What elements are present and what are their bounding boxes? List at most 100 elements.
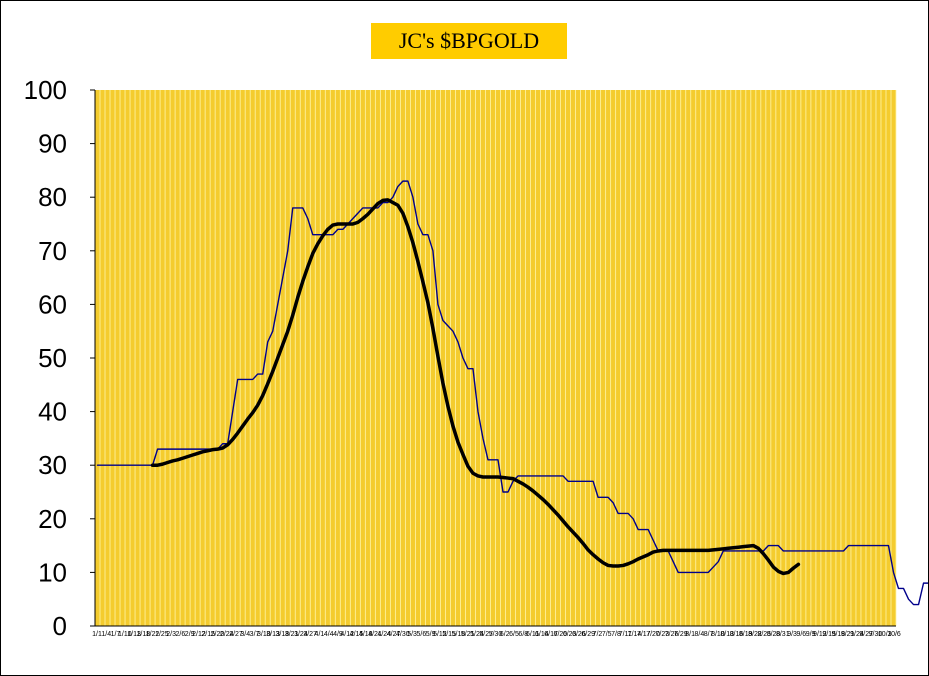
x-tick-label: 2/3 <box>166 631 176 638</box>
x-tick-label: 6/11 <box>526 631 539 638</box>
x-tick-label: 7/29 <box>674 631 688 638</box>
x-tick-label: 7/20 <box>646 631 660 638</box>
series-line-thick <box>150 198 801 576</box>
x-tick-label: 8/19 <box>739 631 753 638</box>
x-tick-label: 3/10 <box>257 631 271 638</box>
y-tick-label: 0 <box>53 611 67 641</box>
y-tick-label: 70 <box>38 236 67 266</box>
x-tick-label: 9/6 <box>796 631 806 638</box>
x-tick-label: 8/22 <box>748 631 762 638</box>
x-tick-label: 6/14 <box>535 631 549 638</box>
y-tick-label: 20 <box>38 504 67 534</box>
x-tick-label: 3/18 <box>276 631 290 638</box>
x-tick-label: 9/3 <box>787 631 797 638</box>
x-tick-label: 1/4 <box>101 631 111 638</box>
x-tick-label: 7/5 <box>602 631 612 638</box>
y-tick-label: 90 <box>38 129 67 159</box>
x-tick-label: 8/25 <box>757 631 771 638</box>
x-tick-label: 6/2 <box>500 631 510 638</box>
x-tick-label: 3/7 <box>250 631 260 638</box>
x-tick-label: 9/27 <box>859 631 873 638</box>
x-tick-label: 1/22 <box>146 631 160 638</box>
chart-title: JC's $BPGOLD <box>371 23 567 59</box>
x-tick-label: 4/1 <box>315 631 325 638</box>
x-tick-label: 6/26 <box>572 631 586 638</box>
x-tick-label: 7/26 <box>665 631 679 638</box>
x-tick-label: 9/30 <box>869 631 883 638</box>
x-tick-label: 9/18 <box>832 631 846 638</box>
x-tick-label: 9/12 <box>813 631 827 638</box>
x-tick-label: 4/4 <box>324 631 334 638</box>
x-tick-label: 6/20 <box>554 631 568 638</box>
x-tick-label: 5/9 <box>426 631 436 638</box>
x-tick-label: 6/23 <box>563 631 577 638</box>
x-tick-label: 6/17 <box>544 631 558 638</box>
x-tick-label: 10/6 <box>887 631 901 638</box>
x-tick-label: 4/27 <box>387 631 401 638</box>
x-tick-label: 9/21 <box>841 631 855 638</box>
x-tick-label: 2/6 <box>176 631 186 638</box>
x-tick-label: 5/30 <box>489 631 503 638</box>
x-tick-label: 3/27 <box>303 631 317 638</box>
x-tick-label: 5/27 <box>479 631 493 638</box>
x-tick-label: 7/2 <box>593 631 603 638</box>
x-tick-label: 2/24 <box>220 631 234 638</box>
x-tick-label: 4/24 <box>377 631 391 638</box>
x-tick-label: 4/30 <box>396 631 410 638</box>
x-tick-label: 4/21 <box>368 631 382 638</box>
x-tick-label: 9/9 <box>806 631 816 638</box>
x-tick-label: 5/6 <box>416 631 426 638</box>
y-tick-label: 50 <box>38 343 67 373</box>
y-tick-label: 40 <box>38 397 67 427</box>
x-tick-label: 4/9 <box>333 631 343 638</box>
x-tick-label: 3/13 <box>266 631 280 638</box>
y-tick-label: 30 <box>38 450 67 480</box>
x-tick-label: 6/29 <box>581 631 595 638</box>
x-tick-label: 1/10 <box>118 631 132 638</box>
x-tick-label: 5/15 <box>442 631 456 638</box>
x-tick-label: 8/1 <box>685 631 695 638</box>
y-tick-label: 80 <box>38 182 67 212</box>
x-tick-label: 4/12 <box>340 631 354 638</box>
x-tick-label: 10/3 <box>878 631 892 638</box>
x-tick-label: 5/21 <box>461 631 475 638</box>
x-tick-label: 2/27 <box>229 631 243 638</box>
x-tick-label: 2/12 <box>192 631 206 638</box>
x-tick-label: 8/28 <box>767 631 781 638</box>
x-tick-label: 1/13 <box>127 631 141 638</box>
x-tick-label: 7/11 <box>619 631 632 638</box>
x-tick-label: 7/8 <box>611 631 621 638</box>
x-tick-label: 9/15 <box>822 631 836 638</box>
x-tick-label: 4/18 <box>359 631 373 638</box>
y-tick-label: 60 <box>38 289 67 319</box>
x-tick-label: 5/3 <box>407 631 417 638</box>
x-tick-label: 1/25 <box>155 631 169 638</box>
y-tick-label: 10 <box>38 557 67 587</box>
x-tick-label: 1/1 <box>92 631 102 638</box>
x-tick-label: 8/4 <box>695 631 705 638</box>
series-line-thin <box>96 180 928 606</box>
x-tick-label: 5/12 <box>433 631 447 638</box>
x-tick-label: 6/5 <box>509 631 519 638</box>
x-tick-label: 5/24 <box>470 631 484 638</box>
x-tick-label: 8/16 <box>730 631 744 638</box>
x-tick-label: 5/18 <box>452 631 466 638</box>
x-tick-label: 7/17 <box>637 631 651 638</box>
x-tick-label: 6/8 <box>518 631 528 638</box>
x-tick-label: 2/9 <box>185 631 195 638</box>
x-tick-label: 8/31 <box>776 631 790 638</box>
x-tick-label: 1/18 <box>137 631 151 638</box>
x-tick-label: 3/21 <box>285 631 299 638</box>
x-tick-label: 7/23 <box>656 631 670 638</box>
x-tick-label: 9/24 <box>850 631 864 638</box>
x-tick-label: 2/15 <box>201 631 215 638</box>
x-tick-label: 8/10 <box>711 631 725 638</box>
x-tick-label: 4/15 <box>350 631 364 638</box>
x-tick-label: 8/7 <box>704 631 714 638</box>
x-tick-label: 7/14 <box>628 631 642 638</box>
x-tick-label: 8/13 <box>720 631 734 638</box>
x-tick-label: 1/7 <box>111 631 121 638</box>
x-tick-label: 3/24 <box>294 631 308 638</box>
